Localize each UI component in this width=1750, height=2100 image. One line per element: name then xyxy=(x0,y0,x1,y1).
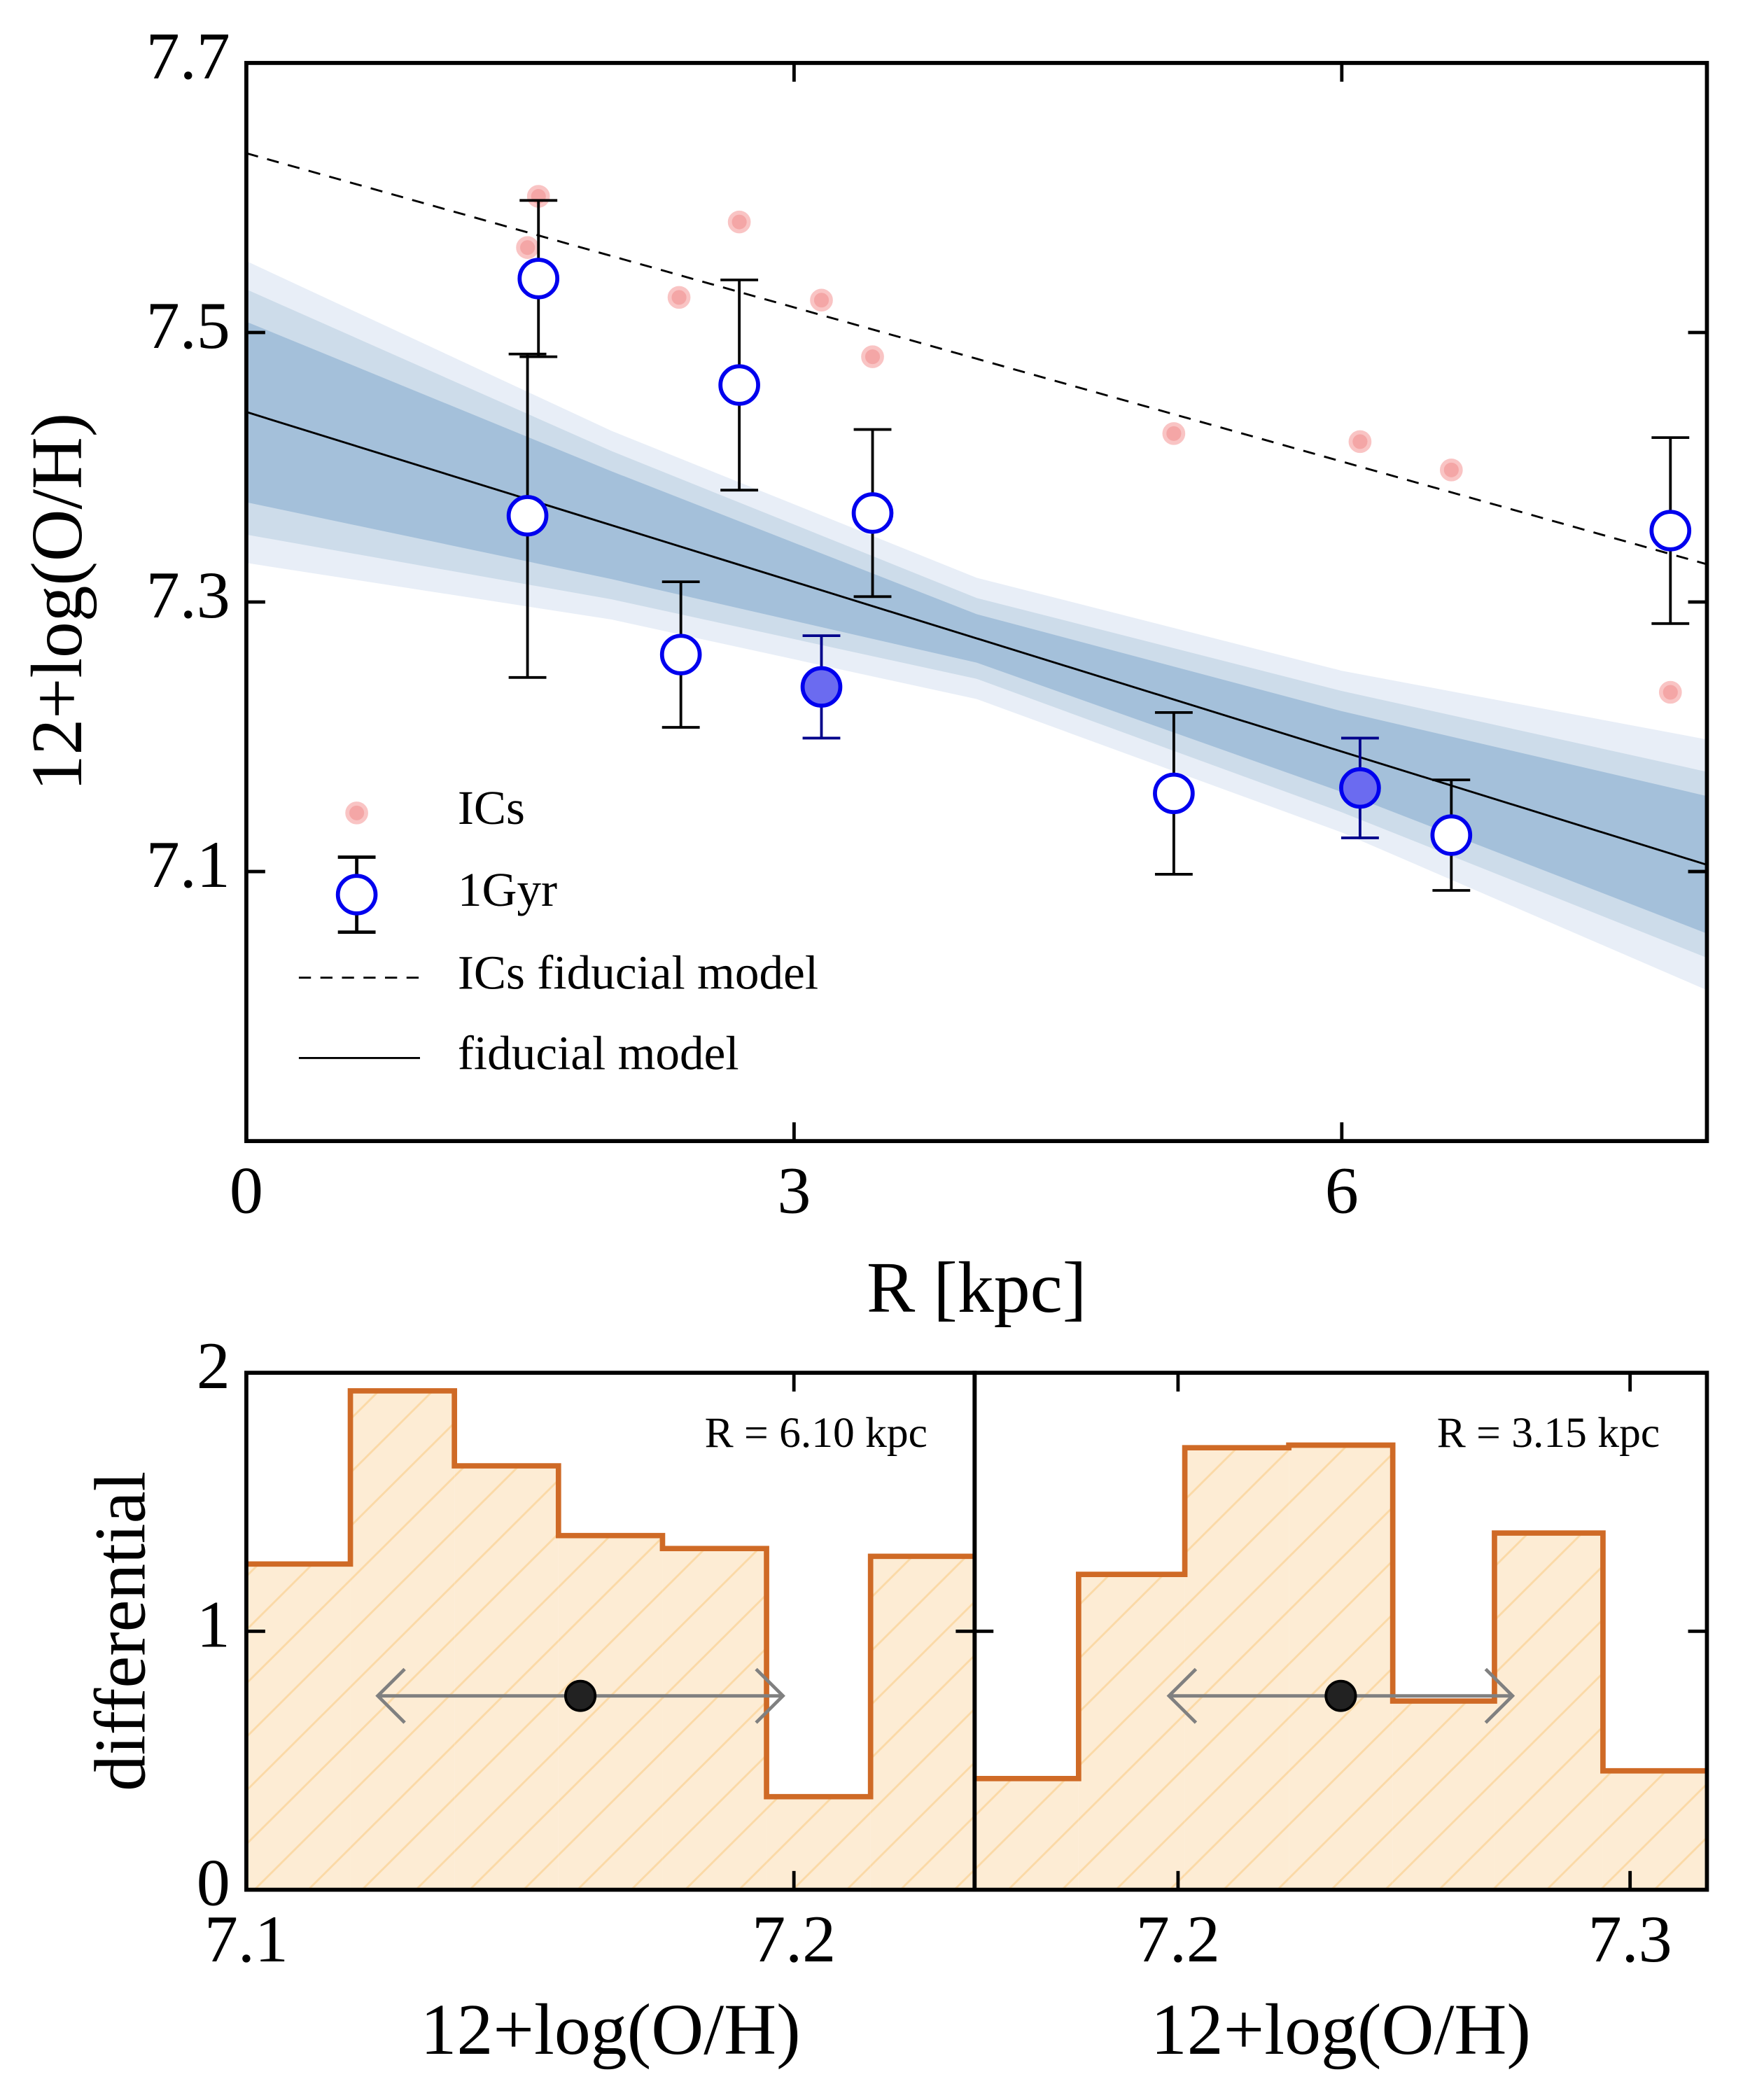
x-tick-label: 3 xyxy=(777,1154,811,1228)
plot-frame xyxy=(244,61,1709,1143)
histogram-bar xyxy=(1078,1574,1185,1890)
y-tick-label: 2 xyxy=(197,1329,230,1403)
data-point xyxy=(1153,772,1195,815)
ic-point xyxy=(516,236,539,259)
histogram-step xyxy=(246,1388,975,1800)
histogram-bar xyxy=(1392,1701,1494,1890)
y-tick-label: 0 xyxy=(197,1846,230,1920)
data-point xyxy=(1649,510,1692,552)
histogram-bar xyxy=(1289,1445,1393,1890)
legend-label: fiducial model xyxy=(458,1026,739,1079)
model-line xyxy=(246,411,1707,866)
data-point xyxy=(517,258,560,300)
histogram-bar xyxy=(246,1564,351,1890)
legend-marker xyxy=(335,874,378,916)
data-point xyxy=(659,634,702,676)
y-axis-label: differential xyxy=(80,1471,160,1791)
histogram-step xyxy=(974,1442,1707,1782)
data-point xyxy=(1430,814,1473,856)
x-axis-label: R [kpc] xyxy=(867,1248,1086,1328)
median-point xyxy=(564,1679,597,1712)
histogram-bar xyxy=(1494,1533,1603,1890)
histogram-bar xyxy=(350,1390,455,1890)
x-tick-label: 6 xyxy=(1325,1154,1359,1228)
model-line xyxy=(246,152,1707,566)
data-point xyxy=(506,495,549,537)
ic-point xyxy=(861,345,884,368)
x-axis-label: 12+log(O/H) xyxy=(1151,1990,1531,2070)
legend-label: 1Gyr xyxy=(458,862,557,916)
x-tick-label: 7.1 xyxy=(204,1902,288,1976)
x-tick-label: 0 xyxy=(230,1154,263,1228)
x-tick-label: 7.2 xyxy=(1136,1902,1220,1976)
y-tick-label: 1 xyxy=(197,1588,230,1662)
y-tick-label: 7.3 xyxy=(146,558,230,632)
plot-frame xyxy=(972,1371,1709,1892)
histogram-bar xyxy=(454,1466,559,1890)
x-tick-label: 7.3 xyxy=(1588,1902,1672,1976)
ic-point xyxy=(1658,680,1682,704)
data-point xyxy=(851,492,894,534)
legend-label: ICs fiducial model xyxy=(458,946,818,1000)
x-axis-label: 12+log(O/H) xyxy=(421,1990,801,2070)
histogram-bar xyxy=(1602,1770,1707,1890)
ic-point xyxy=(810,288,833,312)
ic-point xyxy=(1439,458,1463,482)
ic-point xyxy=(1162,422,1186,445)
confidence-band xyxy=(246,321,1707,934)
ic-point xyxy=(667,286,691,309)
y-tick-label: 7.5 xyxy=(146,288,230,363)
y-axis-label: 12+log(O/H) xyxy=(18,413,97,791)
y-tick-label: 7.1 xyxy=(146,827,230,902)
panel-annotation: R = 3.15 kpc xyxy=(1437,1409,1660,1457)
histogram-bar xyxy=(870,1556,975,1890)
median-point xyxy=(1324,1679,1357,1712)
data-point xyxy=(718,364,760,406)
histogram-bar xyxy=(766,1796,871,1890)
data-point xyxy=(1339,767,1381,809)
ic-point xyxy=(727,210,751,234)
legend-label: ICs xyxy=(458,780,525,834)
y-tick-label: 7.7 xyxy=(146,19,230,93)
ic-point xyxy=(1348,430,1372,454)
histogram-bar xyxy=(1184,1448,1289,1890)
legend-marker xyxy=(345,802,368,825)
histogram-bar xyxy=(662,1548,767,1890)
x-tick-label: 7.2 xyxy=(752,1902,836,1976)
histogram-bar xyxy=(558,1535,663,1890)
panel-annotation: R = 6.10 kpc xyxy=(705,1409,927,1457)
data-point xyxy=(800,666,843,708)
histogram-bar xyxy=(974,1778,1079,1890)
